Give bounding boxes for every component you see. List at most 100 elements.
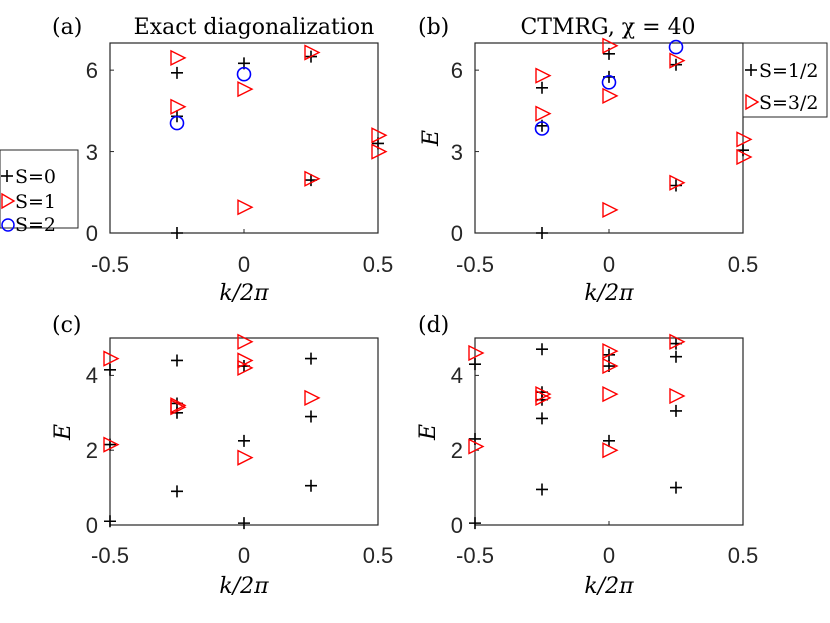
panel-d: (d) -0.5 0 0.5 0 2 4 k/2π E [416, 313, 758, 599]
panel-b-xticks: -0.5 0 0.5 [456, 252, 758, 277]
plus-marker [238, 434, 250, 447]
panel-a-xticks: -0.5 0 0.5 [91, 252, 393, 277]
panel-b-legend: S=1/2 S=3/2 [742, 42, 828, 118]
legend-plus-icon [1, 170, 13, 182]
triangle-marker [602, 342, 619, 360]
panel-d-xtick-label: -0.5 [456, 543, 494, 568]
circle-marker [169, 115, 185, 131]
triangle-marker [736, 148, 753, 166]
plus-marker [171, 227, 183, 239]
panel-b-yticks: 0 3 6 [451, 58, 463, 246]
panel-a-xtick-label: 0.5 [363, 252, 394, 277]
triangle-marker [371, 127, 388, 144]
panel-b-marks [474, 37, 753, 239]
triangle-marker [237, 199, 254, 216]
triangle-marker [535, 67, 552, 84]
panel-a-marks [109, 44, 388, 239]
plus-marker [737, 144, 749, 157]
panel-c-marks [103, 333, 379, 530]
triangle-marker [170, 397, 187, 414]
panel-b-label: (b) [418, 15, 449, 40]
panel-a-xlabel: k/2π [219, 281, 269, 306]
circle-marker [601, 75, 617, 90]
panel-a-ytick-label: 0 [86, 221, 98, 246]
triangle-marker [237, 359, 254, 377]
panel-c-label: (c) [52, 313, 82, 338]
triangle-marker [602, 37, 619, 54]
plus-marker [104, 363, 116, 376]
panel-d-ylabel: E [416, 424, 441, 441]
panel-d-xtick-label: 0 [603, 543, 615, 568]
triangle-marker [304, 44, 321, 61]
triangle-marker [304, 389, 321, 406]
legend-plus-icon [745, 64, 757, 76]
panel-d-xlabel: k/2π [584, 574, 634, 599]
triangle-marker [237, 449, 254, 466]
panel-a-label: (a) [52, 15, 82, 40]
panel-a-xtick-label: -0.5 [91, 252, 129, 277]
triangle-marker [669, 174, 686, 191]
triangle-marker [237, 81, 254, 98]
panel-b-ylabel: E [419, 130, 444, 147]
panel-a-title: Exact diagonalization [134, 15, 375, 40]
plus-marker [536, 227, 548, 239]
panel-a-xtick-label: 0 [238, 252, 250, 277]
panel-a-axes-frame [109, 42, 379, 234]
panel-a-ytick-label: 6 [86, 58, 98, 83]
panel-d-ytick-label: 2 [451, 438, 463, 463]
triangle-marker [602, 87, 619, 105]
panel-d-label: (d) [418, 313, 449, 338]
triangle-marker [602, 385, 619, 403]
triangle-marker [170, 98, 187, 115]
panel-b-xlabel: k/2π [584, 281, 634, 306]
panel-b: (b) CTMRG, χ = 40 -0.5 0 0.5 0 3 6 k/2π … [418, 15, 758, 306]
triangle-marker [237, 352, 254, 369]
panel-a-yticks: 0 3 6 [86, 58, 98, 246]
plus-marker [238, 517, 250, 530]
panel-c-xtick-label: 0 [238, 543, 250, 568]
plus-marker [536, 343, 548, 356]
legend-circle-icon [1, 218, 15, 232]
circle-marker [236, 66, 252, 82]
panel-b-legend-box [742, 42, 828, 118]
panel-d-yticks: 0 2 4 [451, 363, 463, 538]
triangle-marker [669, 333, 686, 350]
panel-b-xtick-label: 0.5 [728, 252, 759, 277]
circle-marker [534, 121, 550, 136]
triangle-marker [535, 105, 552, 122]
panel-b-xtick-label: 0 [603, 252, 615, 277]
plus-marker [305, 410, 317, 423]
circle-marker [668, 39, 684, 55]
plus-marker [171, 485, 183, 498]
plus-marker [171, 66, 183, 79]
legend-triangle-icon [745, 93, 760, 111]
plus-marker [670, 404, 682, 417]
panel-b-ytick-label: 3 [451, 140, 463, 165]
triangle-marker [535, 385, 552, 403]
plus-marker [670, 350, 682, 363]
panel-c-ytick-label: 0 [86, 513, 98, 538]
panel-a-legend-box [0, 149, 79, 229]
panel-c-xlabel: k/2π [219, 574, 269, 599]
legend-triangle-icon [1, 192, 16, 210]
panel-c-ytick-label: 4 [86, 363, 98, 388]
panel-b-legend-label: S=1/2 [759, 60, 819, 82]
triangle-marker [602, 442, 619, 459]
triangle-marker [371, 143, 388, 160]
plus-marker [536, 483, 548, 496]
plus-marker [305, 352, 317, 365]
triangle-marker [170, 49, 187, 67]
panel-d-xticks: -0.5 0 0.5 [456, 543, 758, 568]
plus-marker [469, 517, 481, 530]
plus-marker [171, 354, 183, 367]
panel-c-xtick-label: 0.5 [363, 543, 394, 568]
plus-marker [104, 515, 116, 528]
triangle-marker [103, 436, 120, 453]
panel-b-xtick-label: -0.5 [456, 252, 494, 277]
triangle-marker [602, 357, 619, 375]
panel-c-ylabel: E [51, 424, 76, 441]
triangle-marker [304, 170, 321, 187]
plus-marker [305, 479, 317, 492]
panel-d-marks [468, 333, 744, 530]
